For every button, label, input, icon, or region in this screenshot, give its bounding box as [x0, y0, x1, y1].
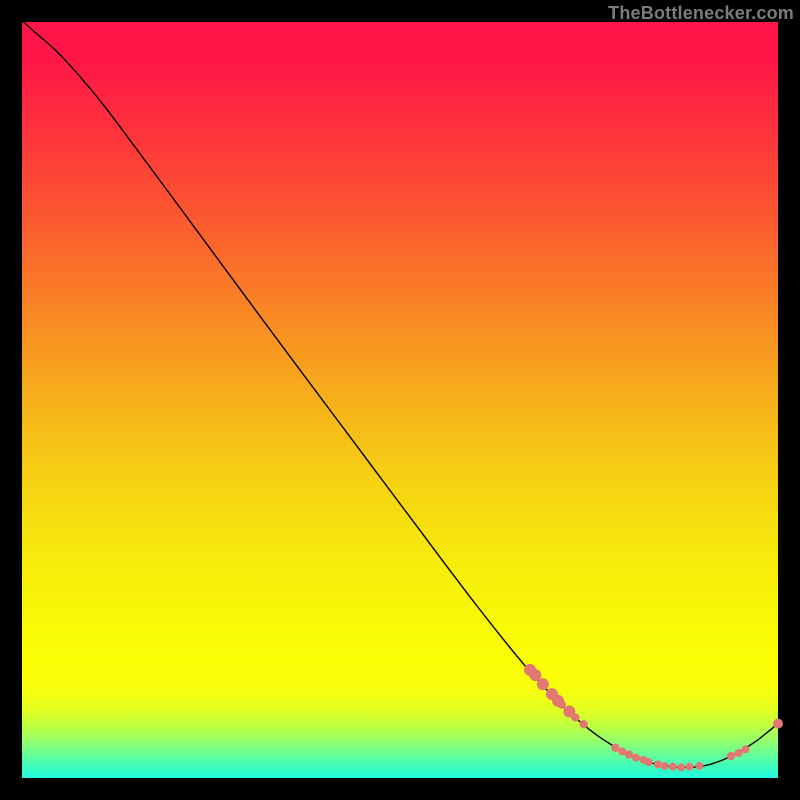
- data-marker: [571, 713, 579, 721]
- data-marker: [669, 763, 677, 771]
- data-marker: [741, 745, 749, 753]
- data-marker: [580, 720, 588, 728]
- chart-svg: [0, 0, 800, 800]
- data-marker: [686, 763, 694, 771]
- data-marker: [727, 752, 735, 760]
- data-marker: [537, 678, 549, 690]
- data-marker: [654, 760, 662, 768]
- data-marker: [558, 700, 566, 708]
- data-marker: [645, 758, 653, 766]
- data-marker: [735, 749, 743, 757]
- data-marker: [661, 762, 669, 770]
- chart-container: TheBottlenecker.com: [0, 0, 800, 800]
- data-marker: [677, 763, 685, 771]
- plot-background: [22, 22, 778, 778]
- watermark-text: TheBottlenecker.com: [608, 3, 794, 24]
- data-marker: [773, 719, 783, 729]
- data-marker: [632, 754, 640, 762]
- data-marker: [695, 762, 703, 770]
